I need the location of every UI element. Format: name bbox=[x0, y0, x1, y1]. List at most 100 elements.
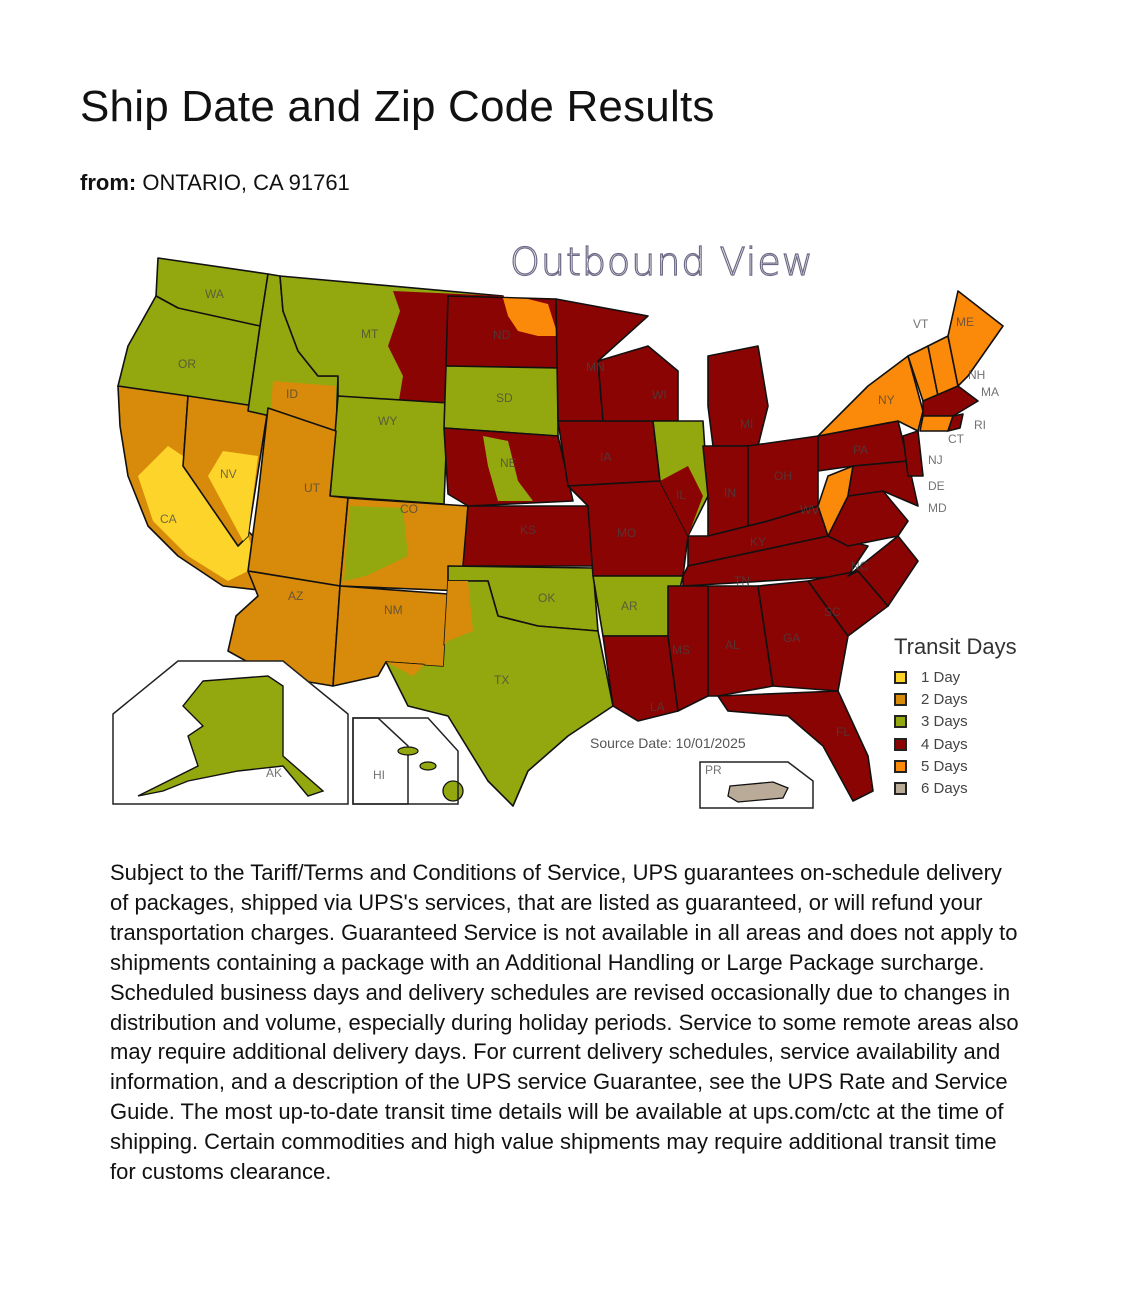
svg-text:HI: HI bbox=[373, 768, 385, 782]
svg-text:PA: PA bbox=[853, 443, 868, 457]
svg-text:MT: MT bbox=[361, 327, 379, 341]
state-nj bbox=[902, 430, 924, 477]
state-me bbox=[947, 290, 1004, 387]
legend-title: Transit Days bbox=[894, 634, 1017, 659]
svg-text:NY: NY bbox=[878, 393, 895, 407]
svg-text:RI: RI bbox=[974, 418, 986, 432]
legend-item-4-days: 4 Days bbox=[894, 733, 1017, 755]
svg-text:AZ: AZ bbox=[288, 589, 303, 603]
legend-label: 6 Days bbox=[921, 780, 968, 798]
svg-text:IL: IL bbox=[676, 488, 686, 502]
svg-text:AL: AL bbox=[725, 638, 740, 652]
svg-text:IN: IN bbox=[724, 486, 736, 500]
svg-text:MS: MS bbox=[672, 643, 690, 657]
legend-item-5-days: 5 Days bbox=[894, 755, 1017, 777]
legend-label: 3 Days bbox=[921, 713, 968, 731]
hawaii-inset-frame-full bbox=[352, 717, 459, 805]
state-md bbox=[847, 460, 919, 507]
svg-text:CO: CO bbox=[400, 502, 418, 516]
svg-text:WY: WY bbox=[378, 414, 397, 428]
svg-text:ND: ND bbox=[493, 328, 511, 342]
svg-text:MD: MD bbox=[928, 501, 947, 515]
from-label: from: bbox=[80, 170, 137, 195]
legend-swatch-icon bbox=[894, 692, 907, 706]
state-ga bbox=[757, 580, 849, 692]
us-map-graphic: WA OR CA NV ID MT WY UT AZ CO NM ND SD NE KS OK TX M… bbox=[112, 257, 1004, 809]
svg-text:ID: ID bbox=[286, 387, 298, 401]
legend-swatch-icon bbox=[894, 737, 907, 751]
svg-text:MN: MN bbox=[586, 360, 605, 374]
svg-text:NJ: NJ bbox=[928, 453, 943, 467]
svg-text:OR: OR bbox=[178, 357, 196, 371]
state-nd-5day bbox=[503, 298, 558, 336]
transit-map: WA OR CA NV ID MT WY UT AZ CO NM ND SD NE KS OK TX M… bbox=[108, 236, 1038, 816]
svg-text:PR: PR bbox=[705, 763, 722, 777]
legend-label: 5 Days bbox=[921, 757, 968, 775]
legend-swatch-icon bbox=[894, 782, 907, 796]
hawaii-inset-frame bbox=[352, 717, 409, 805]
state-ak bbox=[137, 675, 325, 797]
legend-item-3-days: 3 Days bbox=[894, 711, 1017, 733]
svg-text:NH: NH bbox=[968, 368, 985, 382]
svg-text:NV: NV bbox=[220, 467, 237, 481]
from-value: ONTARIO, CA 91761 bbox=[142, 170, 350, 195]
svg-text:CT: CT bbox=[948, 432, 965, 446]
state-mi bbox=[707, 345, 769, 447]
legend-label: 2 Days bbox=[921, 690, 968, 708]
guarantee-disclaimer: Subject to the Tariff/Terms and Conditio… bbox=[110, 860, 1019, 1185]
svg-text:NC: NC bbox=[851, 559, 869, 573]
state-wy bbox=[329, 395, 449, 505]
svg-text:WI: WI bbox=[652, 388, 667, 402]
svg-text:AK: AK bbox=[266, 766, 282, 780]
svg-text:IA: IA bbox=[600, 450, 611, 464]
state-la bbox=[602, 635, 679, 722]
state-pr bbox=[727, 781, 789, 803]
svg-text:VT: VT bbox=[913, 317, 929, 331]
state-tx-2day bbox=[386, 581, 473, 676]
svg-text:OK: OK bbox=[538, 591, 555, 605]
svg-text:WA: WA bbox=[205, 287, 224, 301]
legend-item-2-days: 2 Days bbox=[894, 688, 1017, 710]
svg-text:CA: CA bbox=[160, 512, 177, 526]
state-ne-3day bbox=[483, 436, 533, 501]
state-nv-1day bbox=[208, 451, 258, 541]
legend-label: 1 Day bbox=[921, 668, 961, 686]
state-ri bbox=[947, 413, 964, 432]
svg-text:NE: NE bbox=[500, 456, 517, 470]
svg-text:MA: MA bbox=[981, 385, 999, 399]
state-hi-islands bbox=[397, 746, 419, 756]
svg-text:UT: UT bbox=[304, 481, 321, 495]
legend-item-1-day: 1 Day bbox=[894, 666, 1017, 688]
state-ma bbox=[922, 385, 979, 417]
svg-text:TX: TX bbox=[494, 673, 509, 687]
svg-text:MO: MO bbox=[617, 526, 636, 540]
map-title: Outbound View bbox=[509, 239, 814, 284]
transit-legend: Transit Days 1 Day 2 Days 3 Days 4 Days … bbox=[894, 634, 1017, 800]
legend-swatch-icon bbox=[894, 670, 907, 684]
state-hi-maui bbox=[419, 761, 437, 771]
svg-text:DE: DE bbox=[928, 479, 945, 493]
state-tx bbox=[385, 580, 614, 807]
svg-text:SD: SD bbox=[496, 391, 513, 405]
svg-text:AR: AR bbox=[621, 599, 638, 613]
svg-text:TN: TN bbox=[734, 574, 750, 588]
legend-item-6-days: 6 Days bbox=[894, 777, 1017, 799]
origin-info: from: ONTARIO, CA 91761 bbox=[80, 170, 350, 196]
state-wi bbox=[597, 345, 679, 422]
state-co-3day bbox=[344, 506, 408, 581]
svg-text:NM: NM bbox=[384, 603, 403, 617]
state-al bbox=[707, 585, 774, 697]
state-fl bbox=[717, 690, 874, 802]
svg-text:ME: ME bbox=[956, 315, 974, 329]
svg-text:OH: OH bbox=[774, 469, 792, 483]
svg-text:SC: SC bbox=[824, 605, 841, 619]
page-title: Ship Date and Zip Code Results bbox=[80, 82, 715, 131]
svg-text:KY: KY bbox=[750, 535, 766, 549]
state-labels: WA OR CA NV ID MT WY UT AZ CO NM ND SD NE KS OK TX M… bbox=[160, 287, 999, 782]
state-nc bbox=[847, 535, 919, 607]
state-ca-1day bbox=[138, 411, 258, 581]
legend-label: 4 Days bbox=[921, 735, 968, 753]
svg-text:LA: LA bbox=[650, 700, 665, 714]
state-ny bbox=[817, 355, 924, 437]
state-ms bbox=[667, 585, 709, 712]
